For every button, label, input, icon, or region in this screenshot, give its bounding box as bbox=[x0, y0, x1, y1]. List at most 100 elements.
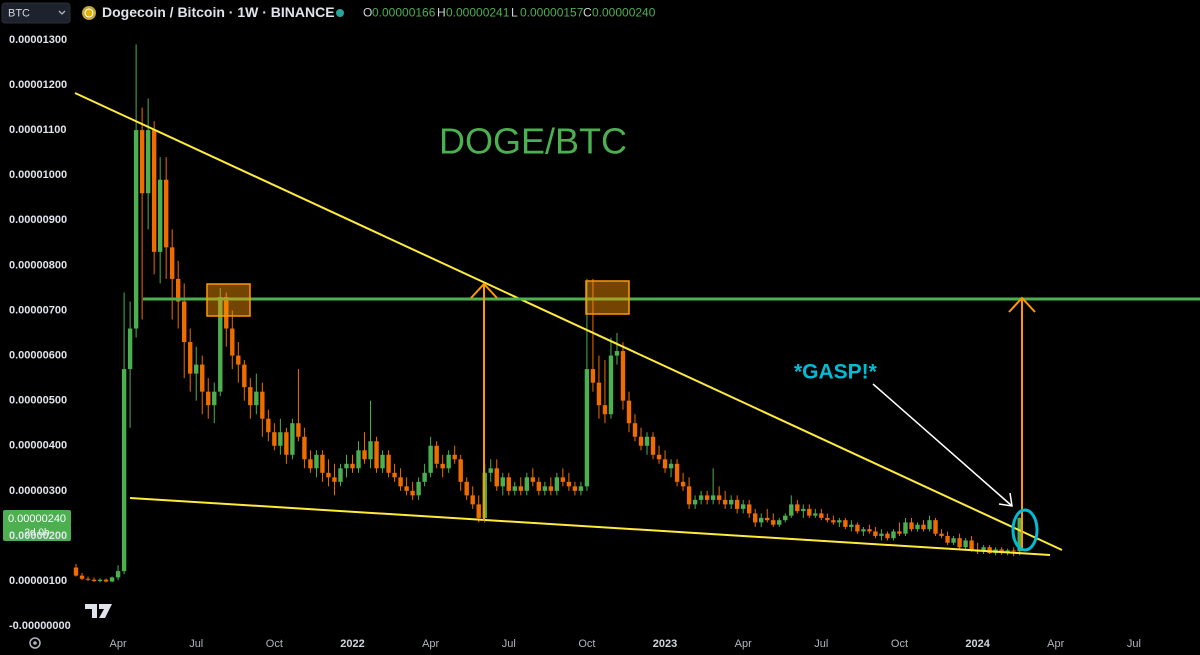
candle-body bbox=[843, 520, 848, 527]
candle-body bbox=[572, 486, 578, 491]
candle-body bbox=[620, 351, 626, 401]
candle-body bbox=[374, 441, 379, 469]
symbol-selector[interactable] bbox=[1, 2, 71, 24]
candle-body bbox=[332, 477, 337, 482]
candle-body bbox=[807, 508, 812, 516]
price-tag bbox=[3, 510, 71, 541]
candle-body bbox=[855, 524, 860, 532]
candle-body bbox=[109, 577, 115, 582]
candle-body bbox=[614, 351, 620, 356]
candle-body bbox=[710, 495, 716, 500]
y-tick-label: 0.00001100 bbox=[9, 124, 67, 136]
candle-body bbox=[458, 459, 463, 482]
ohlc-label: L bbox=[511, 6, 518, 20]
y-tick-label: 0.00000500 bbox=[9, 395, 67, 407]
y-tick-label: 0.00000900 bbox=[9, 214, 67, 226]
candle-body bbox=[169, 247, 175, 279]
candle-body bbox=[644, 436, 650, 446]
candle-body bbox=[386, 454, 391, 473]
candle-body bbox=[308, 459, 313, 469]
candle-body bbox=[500, 477, 505, 487]
candle-body bbox=[290, 423, 295, 455]
candle-body bbox=[921, 524, 926, 530]
candle-body bbox=[590, 369, 596, 383]
chart-title: Dogecoin / Bitcoin · 1W · BINANCE bbox=[102, 4, 335, 20]
ohlc-label: C bbox=[583, 6, 592, 20]
candle-body bbox=[837, 520, 842, 523]
x-tick-label: 2022 bbox=[340, 638, 364, 650]
candle-body bbox=[440, 463, 445, 469]
candle-body bbox=[674, 463, 680, 482]
price-tag-countdown: 2d 0h bbox=[24, 528, 49, 539]
candle-body bbox=[626, 400, 632, 424]
x-tick-label: Jul bbox=[189, 638, 203, 650]
candle-body bbox=[849, 524, 854, 527]
ohlc-value: 0.00000241 bbox=[446, 6, 510, 20]
candle-body bbox=[182, 301, 187, 343]
candle-body bbox=[338, 468, 343, 482]
highlight-ellipse bbox=[1011, 508, 1039, 552]
candle-body bbox=[602, 405, 608, 415]
logo bbox=[85, 604, 112, 618]
candle-body bbox=[266, 418, 271, 433]
y-tick-label: 0.00000200 bbox=[9, 530, 67, 542]
candle-body bbox=[897, 531, 902, 534]
candle-body bbox=[825, 517, 830, 521]
y-tick-label: 0.00001300 bbox=[9, 34, 67, 46]
candle-body bbox=[740, 504, 746, 509]
candle-body bbox=[133, 130, 139, 329]
candle-body bbox=[656, 454, 662, 460]
candle-body bbox=[903, 522, 908, 534]
x-tick-label: Apr bbox=[735, 638, 752, 650]
candle-body bbox=[566, 481, 572, 487]
candle-body bbox=[416, 481, 421, 496]
candle-body bbox=[380, 454, 385, 469]
candle-body bbox=[350, 463, 355, 469]
candle-body bbox=[957, 538, 962, 548]
candle-body bbox=[278, 432, 283, 446]
candle-body bbox=[885, 533, 890, 539]
candle-body bbox=[139, 130, 145, 194]
candle-body bbox=[115, 571, 121, 578]
candle-body bbox=[777, 520, 782, 525]
symbol-selector-text[interactable]: BTC bbox=[8, 7, 30, 19]
candle-body bbox=[97, 579, 103, 582]
candle-body bbox=[224, 296, 229, 329]
candle-body bbox=[722, 499, 728, 505]
status-dot bbox=[336, 9, 344, 17]
candle-body bbox=[891, 531, 896, 539]
candle-body bbox=[272, 432, 277, 446]
candle-body bbox=[638, 436, 644, 446]
candle-body bbox=[692, 499, 698, 505]
candle-body bbox=[314, 454, 319, 469]
y-tick-label: 0.00000400 bbox=[9, 440, 67, 452]
candle-body bbox=[1017, 517, 1022, 552]
y-tick-label: 0.00000100 bbox=[9, 575, 67, 587]
y-tick-label: 0.00001200 bbox=[9, 79, 67, 91]
candle-body bbox=[560, 477, 566, 482]
candle-body bbox=[494, 468, 499, 487]
ohlc-label: O bbox=[363, 6, 372, 20]
candle-body bbox=[801, 508, 806, 512]
settings-icon[interactable] bbox=[29, 637, 41, 649]
candle-body bbox=[867, 529, 872, 532]
candle-body bbox=[248, 387, 253, 406]
y-tick-label: 0.00000700 bbox=[9, 304, 67, 316]
candle-body bbox=[392, 472, 397, 478]
candle-body bbox=[632, 423, 638, 437]
candle-body bbox=[518, 486, 523, 491]
candle-body bbox=[434, 445, 439, 464]
candle-body bbox=[698, 495, 704, 500]
candle-body bbox=[103, 579, 109, 582]
candle-body bbox=[194, 364, 199, 374]
candle-body bbox=[145, 130, 151, 194]
candle-body bbox=[680, 481, 686, 487]
candle-body bbox=[206, 391, 211, 406]
y-tick-label: 0.00000800 bbox=[9, 259, 67, 271]
candle-body bbox=[945, 535, 950, 543]
ohlc-value: 0.00000240 bbox=[592, 6, 656, 20]
candle-body bbox=[963, 540, 968, 548]
candle-body bbox=[728, 499, 734, 505]
candle-body bbox=[470, 495, 475, 505]
